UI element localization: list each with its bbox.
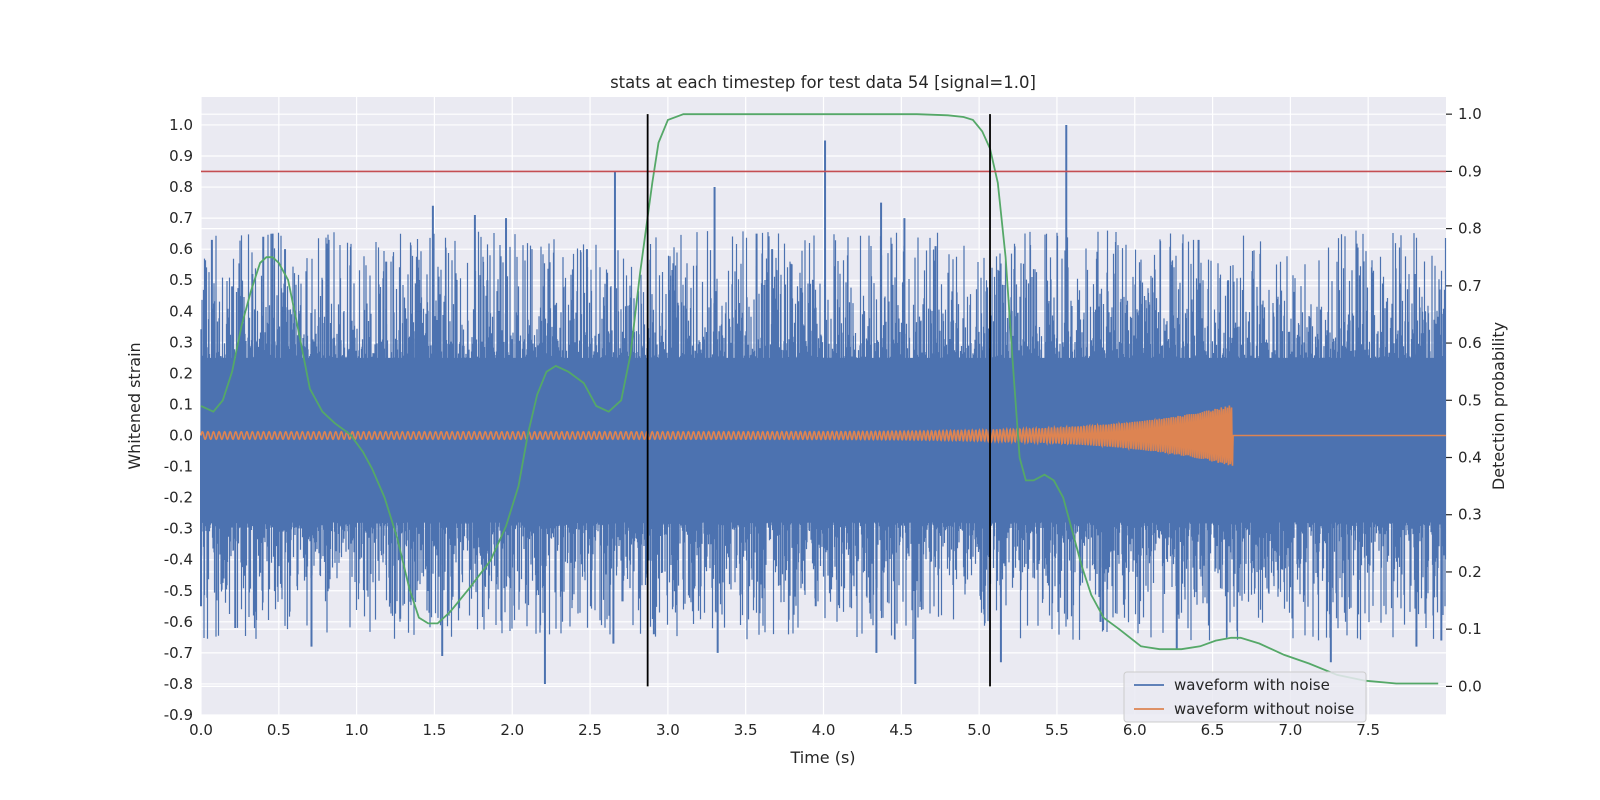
y-right-tick-label: 0.3 xyxy=(1458,506,1482,524)
y-right-tick-label: 1.0 xyxy=(1458,105,1482,123)
y-right-tick-label: 0.8 xyxy=(1458,220,1482,238)
y-right-tick-label: 0.9 xyxy=(1458,162,1482,180)
y-left-tick-label: 0.6 xyxy=(169,240,193,258)
x-tick-label: 0.0 xyxy=(189,721,213,739)
x-axis-title: Time (s) xyxy=(789,748,855,767)
y-left-tick-label: -0.5 xyxy=(164,582,193,600)
y-right-axis-title: Detection probability xyxy=(1489,322,1508,490)
y-right-tick-label: 0.6 xyxy=(1458,334,1482,352)
y-left-tick-label: 0.1 xyxy=(169,395,193,413)
y-left-tick-label: -0.4 xyxy=(164,551,193,569)
y-left-tick-label: 0.0 xyxy=(169,427,193,445)
y-left-tick-label: 0.9 xyxy=(169,147,193,165)
legend: waveform with noise waveform without noi… xyxy=(1123,671,1367,723)
x-tick-label: 6.0 xyxy=(1123,721,1147,739)
y-left-tick-label: 0.4 xyxy=(169,302,193,320)
chirp-trace xyxy=(200,405,1446,466)
legend-label-noise: waveform with noise xyxy=(1174,676,1330,694)
x-tick-label: 7.0 xyxy=(1278,721,1302,739)
y-left-tick-label: 1.0 xyxy=(169,116,193,134)
x-axis-ticks: 0.0 0.5 1.0 1.5 2.0 2.5 3.0 3.5 4.0 4.5 5.0 5.5 6.0 6… xyxy=(189,721,1380,739)
y-left-tick-label: 0.3 xyxy=(169,333,193,351)
legend-label-clean: waveform without noise xyxy=(1174,700,1354,718)
legend-box xyxy=(1123,671,1367,723)
x-tick-label: 4.5 xyxy=(889,721,913,739)
y-left-tick-label: -0.7 xyxy=(164,644,193,662)
noise-core-band xyxy=(201,357,1446,523)
x-tick-label: 2.5 xyxy=(578,721,602,739)
x-tick-label: 5.5 xyxy=(1045,721,1069,739)
x-tick-label: 4.0 xyxy=(812,721,836,739)
y-left-tick-label: -0.9 xyxy=(164,706,193,724)
y-left-tick-label: 0.5 xyxy=(169,271,193,289)
detection-probability-series xyxy=(200,113,1439,685)
probability-line xyxy=(200,113,1439,685)
x-tick-label: 5.0 xyxy=(967,721,991,739)
x-tick-label: 0.5 xyxy=(267,721,291,739)
y-right-tick-label: 0.7 xyxy=(1458,277,1482,295)
x-tick-label: 2.0 xyxy=(500,721,524,739)
y-left-tick-label: -0.1 xyxy=(164,458,193,476)
y-right-tick-label: 0.2 xyxy=(1458,563,1482,581)
y-left-tick-label: 0.2 xyxy=(169,364,193,382)
y-left-tick-label: 0.8 xyxy=(169,178,193,196)
y-right-axis-ticks: 1.0 0.9 0.8 0.7 0.6 0.5 0.4 0.3 0.2 0.1 0.0 xyxy=(1446,105,1482,695)
y-right-tick-label: 0.4 xyxy=(1458,449,1482,467)
y-left-tick-label: -0.6 xyxy=(164,613,193,631)
y-left-tick-label: -0.8 xyxy=(164,675,193,693)
y-left-axis-ticks: 1.0 0.9 0.8 0.7 0.6 0.5 0.4 0.3 0.2 0.1 0.0 -0.1 -0.… xyxy=(164,116,193,724)
waveform-with-noise-series xyxy=(200,124,1447,684)
y-right-tick-label: 0.5 xyxy=(1458,391,1482,409)
x-tick-label: 6.5 xyxy=(1201,721,1225,739)
y-right-tick-label: 0.1 xyxy=(1458,620,1482,638)
x-tick-label: 3.0 xyxy=(656,721,680,739)
x-tick-label: 1.5 xyxy=(423,721,447,739)
x-tick-label: 1.0 xyxy=(345,721,369,739)
y-left-tick-label: -0.3 xyxy=(164,520,193,538)
x-tick-label: 7.5 xyxy=(1356,721,1380,739)
y-left-axis-title: Whitened strain xyxy=(125,342,144,469)
x-tick-label: 3.5 xyxy=(734,721,758,739)
y-right-tick-label: 0.0 xyxy=(1458,677,1482,695)
y-left-tick-label: 0.7 xyxy=(169,209,193,227)
detection-markers xyxy=(201,114,1446,687)
chart-title: stats at each timestep for test data 54 … xyxy=(610,73,1036,92)
y-left-tick-label: -0.2 xyxy=(164,489,193,507)
waveform-without-noise-series xyxy=(200,405,1446,466)
